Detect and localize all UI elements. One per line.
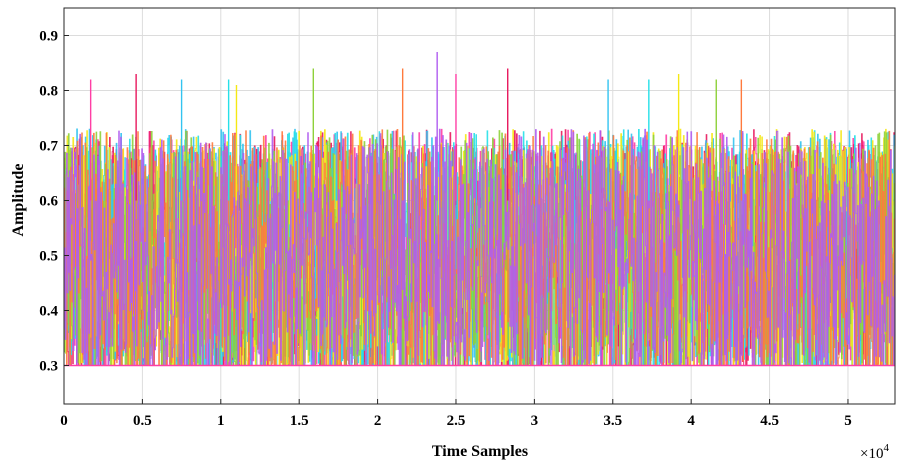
x-tick-label: 2.5 xyxy=(447,413,466,429)
y-tick-label: 0.6 xyxy=(39,194,58,210)
x-tick-label: 1.5 xyxy=(290,413,309,429)
x-axis-multiplier-exponent: 4 xyxy=(883,442,889,454)
signal-series-line xyxy=(64,128,895,366)
y-tick-label: 0.3 xyxy=(39,359,58,375)
x-tick-label: 4 xyxy=(687,413,695,429)
x-tick-label: 1 xyxy=(217,413,225,429)
x-tick-label: 3 xyxy=(531,413,539,429)
plot-frame xyxy=(63,7,896,405)
x-axis-multiplier: ×104 xyxy=(860,442,889,462)
x-tick-label: 4.5 xyxy=(760,413,779,429)
y-axis-label: Amplitude xyxy=(10,164,27,237)
x-tick-label: 2 xyxy=(374,413,382,429)
x-tick-label: 3.5 xyxy=(603,413,622,429)
x-axis-multiplier-base: ×10 xyxy=(860,446,883,462)
y-tick-label: 0.4 xyxy=(39,304,58,320)
y-tick-label: 0.5 xyxy=(39,249,58,265)
x-tick-label: 0.5 xyxy=(133,413,152,429)
axis-ticks: 0 0.5 1 1.5 2 2.5 3 3.5 4 4.5 5 0.3 0.4 0.5 0.6 0.7 0.8 0… xyxy=(39,29,851,430)
y-tick-label: 0.8 xyxy=(39,84,58,100)
x-tick-label: 0 xyxy=(60,413,68,429)
x-tick-label: 5 xyxy=(844,413,852,429)
y-tick-label: 0.9 xyxy=(39,29,58,45)
signal-lines xyxy=(63,52,896,367)
x-axis-label: Time Samples xyxy=(432,443,528,460)
y-tick-label: 0.7 xyxy=(39,139,58,155)
